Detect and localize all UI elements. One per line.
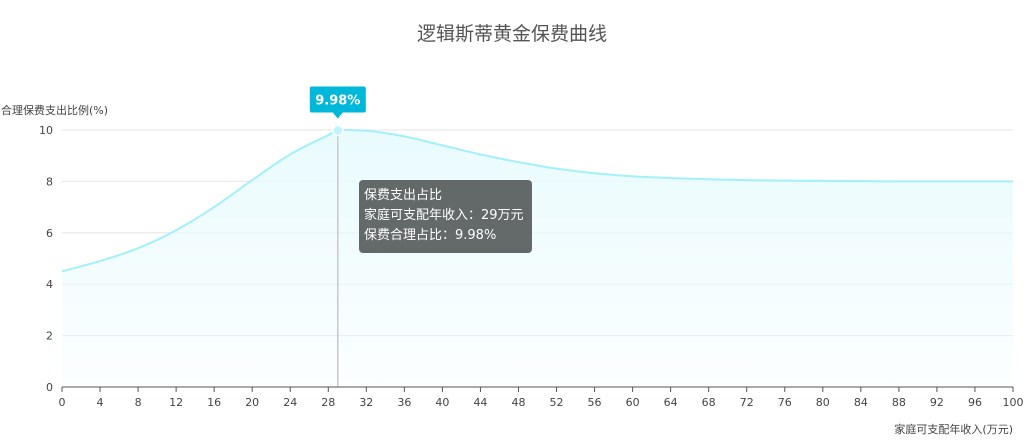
x-tick-label: 56	[588, 396, 602, 409]
x-tick-label: 8	[135, 396, 142, 409]
x-tick-label: 12	[169, 396, 183, 409]
area-fill	[62, 130, 1013, 387]
x-tick-label: 24	[283, 396, 297, 409]
highlight-marker[interactable]: 9.98%	[309, 86, 366, 137]
series-line-0	[61, 129, 1013, 273]
highlight-point[interactable]	[332, 124, 344, 137]
x-tick-label: 96	[968, 396, 982, 409]
x-tick-label: 60	[626, 396, 640, 409]
x-tick-label: 48	[511, 396, 525, 409]
marker-badge	[309, 86, 366, 113]
chart-title: 逻辑斯蒂黄金保费曲线	[417, 23, 607, 45]
x-tick-label: 72	[740, 396, 754, 409]
x-tick-label: 84	[854, 396, 868, 409]
y-tick-label: 4	[46, 278, 53, 291]
y-tick-label: 0	[46, 381, 53, 394]
series-area-0	[62, 130, 1013, 387]
x-tick-label: 40	[435, 396, 449, 409]
x-tick-label: 100	[1003, 396, 1024, 409]
tooltip: 保费支出占比 家庭可支配年收入：29万元 保费合理占比：9.98%	[359, 180, 532, 253]
series-lines	[61, 129, 1013, 273]
x-tick-label: 0	[59, 396, 66, 409]
tooltip-row-income: 家庭可支配年收入：29万元	[364, 208, 524, 223]
y-axis-label: 合理保费支出比例(%)	[1, 103, 108, 117]
x-tick-label: 36	[397, 396, 411, 409]
x-axis-label: 家庭可支配年收入(万元)	[894, 422, 1013, 436]
y-tick-label: 8	[46, 175, 53, 188]
y-tick-label: 2	[46, 330, 53, 343]
x-tick-label: 92	[930, 396, 944, 409]
tooltip-row-ratio: 保费合理占比：9.98%	[364, 228, 497, 243]
x-tick-label: 44	[473, 396, 487, 409]
x-tick-label: 88	[892, 396, 906, 409]
x-tick-label: 32	[359, 396, 373, 409]
x-tick-label: 76	[778, 396, 792, 409]
y-tick-label: 10	[39, 124, 53, 137]
x-tick-label: 28	[321, 396, 335, 409]
x-tick-label: 16	[207, 396, 221, 409]
marker-label: 9.98%	[315, 94, 360, 109]
x-tick-label: 64	[664, 396, 678, 409]
x-tick-label: 80	[816, 396, 830, 409]
x-tick-label: 4	[97, 396, 104, 409]
x-tick-label: 68	[702, 396, 716, 409]
tooltip-title: 保费支出占比	[364, 188, 443, 203]
x-tick-label: 52	[550, 396, 564, 409]
x-tick-label: 20	[245, 396, 259, 409]
marker-badge-pointer	[332, 112, 343, 119]
y-tick-label: 6	[46, 227, 53, 240]
